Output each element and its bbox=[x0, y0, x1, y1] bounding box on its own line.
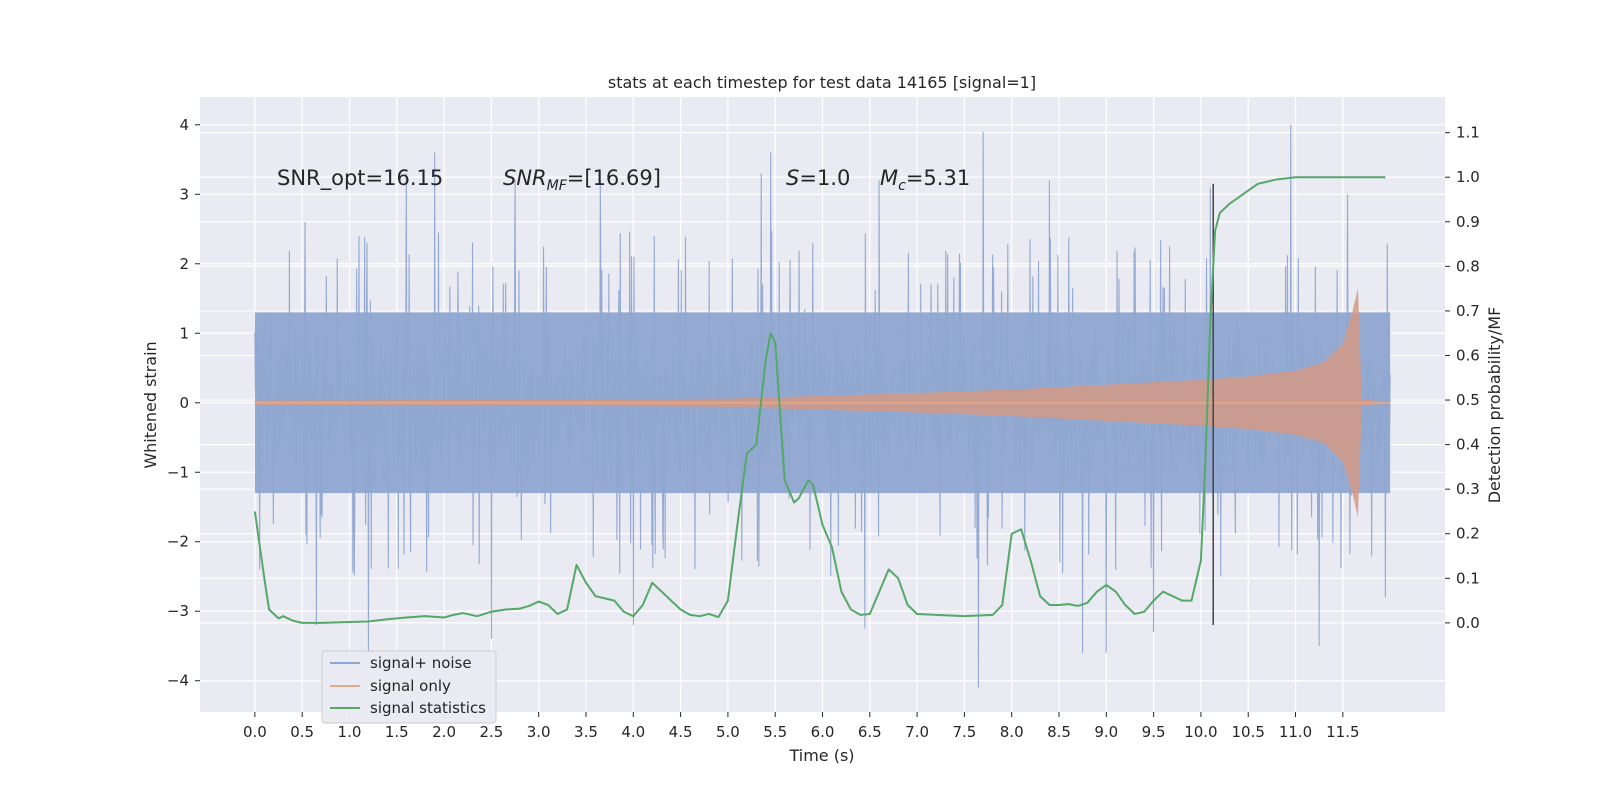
x-tick-label: 4.5 bbox=[669, 723, 693, 741]
annotation-snr-opt: SNR_opt=16.15 bbox=[277, 166, 443, 191]
x-tick-label: 5.5 bbox=[763, 723, 787, 741]
annotation-chirp-mass: Mc=5.31 bbox=[880, 166, 970, 194]
x-tick-label: 3.5 bbox=[574, 723, 598, 741]
right-y-axis-ticks: 0.0 0.1 0.2 0.3 0.4 0.5 0.6 0.7 0.8 0.9 1.0 1.1 bbox=[1445, 124, 1480, 632]
y-right-tick-label: 0.1 bbox=[1456, 569, 1480, 587]
x-tick-label: 11.5 bbox=[1326, 723, 1359, 741]
x-tick-label: 9.5 bbox=[1142, 723, 1166, 741]
y-left-tick-label: −1 bbox=[167, 463, 189, 481]
signal-statistics-series bbox=[253, 176, 1386, 624]
y-right-tick-label: 1.1 bbox=[1456, 124, 1480, 142]
legend-label-signal-statistics: signal statistics bbox=[370, 699, 486, 717]
y-left-tick-label: −2 bbox=[167, 533, 189, 551]
legend-box bbox=[321, 650, 497, 724]
y-left-tick-label: 1 bbox=[179, 324, 189, 342]
x-tick-label: 9.0 bbox=[1094, 723, 1118, 741]
x-tick-label: 3.0 bbox=[527, 723, 551, 741]
signal-only-series bbox=[254, 288, 1391, 518]
x-tick-label: 5.0 bbox=[716, 723, 740, 741]
x-tick-label: 4.0 bbox=[621, 723, 645, 741]
annotation-snr-mf: SNRMF=[16.69] bbox=[503, 166, 661, 194]
x-tick-label: 10.5 bbox=[1232, 723, 1265, 741]
x-tick-label: 0.0 bbox=[243, 723, 267, 741]
y-left-tick-label: −3 bbox=[167, 602, 189, 620]
x-tick-label: 8.0 bbox=[1000, 723, 1024, 741]
x-axis-label: Time (s) bbox=[788, 746, 854, 765]
y-right-tick-label: 0.8 bbox=[1456, 257, 1480, 275]
x-tick-label: 6.0 bbox=[811, 723, 835, 741]
y-left-tick-label: 0 bbox=[179, 394, 189, 412]
x-tick-label: 8.5 bbox=[1047, 723, 1071, 741]
y-right-tick-label: 0.3 bbox=[1456, 480, 1480, 498]
annotations: SNR_opt=16.15 SNRMF=[16.69] S=1.0 Mc=5.3… bbox=[277, 166, 970, 194]
y-right-tick-label: 0.9 bbox=[1456, 213, 1480, 231]
x-tick-label: 7.5 bbox=[952, 723, 976, 741]
legend-label-signal-noise: signal+ noise bbox=[370, 654, 472, 672]
chart-title: stats at each timestep for test data 141… bbox=[608, 73, 1036, 92]
y-left-tick-label: 2 bbox=[179, 255, 189, 273]
x-tick-label: 10.0 bbox=[1184, 723, 1217, 741]
x-tick-label: 7.0 bbox=[905, 723, 929, 741]
x-tick-label: 2.5 bbox=[479, 723, 503, 741]
y-right-tick-label: 0.4 bbox=[1456, 436, 1480, 454]
y-right-tick-label: 0.0 bbox=[1456, 614, 1480, 632]
y-right-tick-label: 0.5 bbox=[1456, 391, 1480, 409]
x-tick-label: 1.5 bbox=[385, 723, 409, 741]
y-left-tick-label: 3 bbox=[179, 185, 189, 203]
y-right-tick-label: 0.2 bbox=[1456, 525, 1480, 543]
legend-label-signal-only: signal only bbox=[370, 677, 451, 695]
y-left-tick-label: −4 bbox=[167, 672, 189, 690]
y-right-tick-label: 1.0 bbox=[1456, 168, 1480, 186]
left-y-axis-ticks: −4 −3 −2 −1 0 1 2 3 4 bbox=[167, 116, 200, 690]
legend: signal+ noise signal only signal statist… bbox=[321, 650, 497, 724]
x-tick-label: 11.0 bbox=[1279, 723, 1312, 741]
annotation-s: S=1.0 bbox=[786, 166, 850, 190]
x-tick-label: 1.0 bbox=[338, 723, 362, 741]
y-right-tick-label: 0.7 bbox=[1456, 302, 1480, 320]
y-left-tick-label: 4 bbox=[179, 116, 189, 134]
plot-content bbox=[253, 124, 1391, 688]
right-y-axis-label: Detection probability/MF bbox=[1485, 307, 1504, 504]
y-right-tick-label: 0.6 bbox=[1456, 346, 1480, 364]
x-tick-label: 6.5 bbox=[858, 723, 882, 741]
x-tick-label: 0.5 bbox=[290, 723, 314, 741]
left-y-axis-label: Whitened strain bbox=[141, 341, 160, 468]
x-axis-ticks: 0.0 0.5 1.0 1.5 2.0 2.5 3.0 3.5 4.0 4.5 5.0 5.5 6.0 6… bbox=[243, 712, 1360, 741]
signal-statistics-line bbox=[253, 176, 1386, 624]
x-tick-label: 2.0 bbox=[432, 723, 456, 741]
